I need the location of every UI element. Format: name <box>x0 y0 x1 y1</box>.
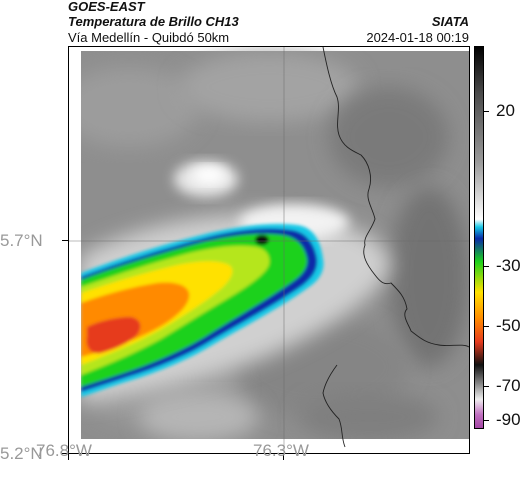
convective-system <box>81 223 324 397</box>
lat-tick-mark <box>62 453 68 454</box>
timestamp-label: 2024-01-18 00:19 <box>366 30 469 45</box>
product-title: Temperatura de Brillo CH13 <box>68 14 239 29</box>
colorbar-tick-mark <box>484 111 489 112</box>
colorbar-tick-mark <box>484 386 489 387</box>
satellite-map[interactable] <box>68 46 470 454</box>
colorbar-label-minus-70: -70 <box>496 376 521 395</box>
colorbar-tick-mark <box>484 266 489 267</box>
lon-label-76-8: 76.8°W <box>36 441 92 460</box>
colorbar-label-minus-90: -90 <box>496 410 521 429</box>
colorbar-label-minus-50: -50 <box>496 316 521 335</box>
political-borders <box>322 47 469 448</box>
colorbar <box>474 46 484 429</box>
colorbar-label-minus-30: -30 <box>496 256 521 275</box>
lon-tick-mark <box>283 454 284 460</box>
lat-label-5-2: 5.2°N <box>0 444 43 463</box>
lon-tick-mark <box>68 454 69 460</box>
organization-label: SIATA <box>431 14 469 29</box>
lat-label-5-7: 5.7°N <box>0 231 43 250</box>
colorbar-tick-mark <box>484 326 489 327</box>
brightness-temperature-field <box>69 47 469 453</box>
satellite-title: GOES-EAST <box>68 0 145 14</box>
colorbar-tick-mark <box>484 420 489 421</box>
lon-label-76-3: 76.3°W <box>253 441 309 460</box>
lat-tick-mark <box>62 240 68 241</box>
region-subtitle: Vía Medellín - Quibdó 50km <box>68 30 230 45</box>
colorbar-label-20: 20 <box>496 101 515 120</box>
graticule <box>69 47 469 453</box>
